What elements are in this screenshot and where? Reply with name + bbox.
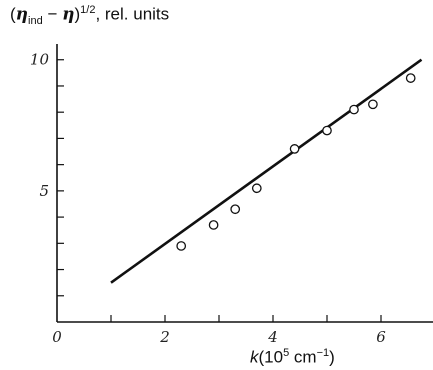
x-label-variable: k <box>250 347 259 367</box>
data-point-9 <box>405 73 416 83</box>
y-label-close: ) <box>74 4 81 24</box>
x-label-suffix: ) <box>329 347 335 367</box>
y-label-subscript: ind <box>28 15 43 28</box>
x-tick-label-6: 6 <box>376 328 386 346</box>
y-label-eta: η <box>62 4 75 25</box>
data-point-7 <box>349 104 359 115</box>
x-label-unit-exponent: −1 <box>316 347 330 359</box>
x-label-prefix: (10 <box>258 347 284 367</box>
data-point-5 <box>289 144 300 154</box>
y-label-open: ( <box>10 4 16 24</box>
x-tick-label-4: 4 <box>267 328 278 346</box>
x-tick-label-0: 0 <box>52 328 62 346</box>
fit-line <box>110 58 423 284</box>
x-axis-label: k(105 cm−1) <box>250 347 335 368</box>
data-point-6 <box>322 125 332 136</box>
x-label-unit: cm <box>289 347 317 367</box>
x-tick-label-2: 2 <box>159 328 170 346</box>
data-point-1 <box>176 241 187 251</box>
x-label-exponent: 5 <box>283 347 290 359</box>
data-point-2 <box>208 220 219 230</box>
y-axis-label: (ηind − η)1/2, rel. units <box>10 4 169 27</box>
y-label-minus: − <box>42 4 63 24</box>
data-point-8 <box>368 99 378 110</box>
y-label-exponent: 1/2 <box>80 4 96 16</box>
y-label-suffix: , rel. units <box>95 4 170 24</box>
y-tick-label-10: 10 <box>30 51 50 69</box>
y-tick-label-5: 5 <box>39 182 49 200</box>
data-point-3 <box>230 204 241 215</box>
y-label-eta-ind: η <box>15 4 29 25</box>
data-point-4 <box>251 183 262 194</box>
